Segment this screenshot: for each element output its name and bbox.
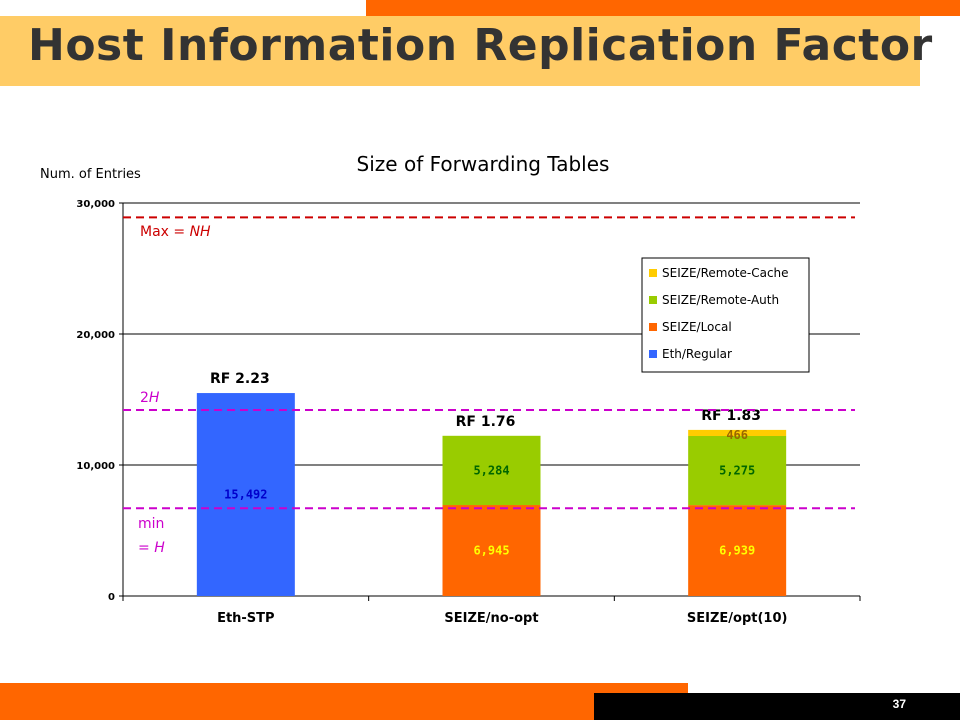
bar-segment [688,435,787,506]
legend-entry: Eth/Regular [662,347,732,361]
x-tick-label: Eth-STP [217,611,275,626]
page-number: 37 [892,697,906,711]
data-label: 5,284 [473,463,509,477]
bar-segment [688,505,787,596]
data-label: 466 [726,428,748,442]
legend-entry: SEIZE/Remote-Auth [662,293,779,307]
data-label: 15,492 [224,488,267,502]
rf-annotation: RF 1.83 [701,408,761,424]
legend-entry: SEIZE/Local [662,320,732,334]
slide-title: Host Information Replication Factor [28,20,933,71]
chart-title: Size of Forwarding Tables [357,152,610,176]
reference-label-2h: 2H [140,390,160,406]
y-tick-label: 0 [108,592,115,603]
legend-swatch [649,269,657,277]
reference-label-min: min [138,516,164,532]
y-tick-label: 20,000 [76,330,115,341]
reference-label-h: = H [138,540,165,556]
legend-entry: SEIZE/Remote-Cache [662,266,789,280]
data-label: 6,945 [473,544,509,558]
title-band [0,16,920,86]
legend-swatch [649,350,657,358]
rf-annotation: RF 1.76 [456,414,516,430]
x-tick-label: SEIZE/opt(10) [687,611,788,626]
rf-annotation: RF 2.23 [210,371,270,387]
legend-swatch [649,323,657,331]
x-tick-label: SEIZE/no-opt [444,611,538,626]
bar-segment [688,429,787,436]
legend-swatch [649,296,657,304]
y-tick-label: 30,000 [76,199,115,210]
y-axis-label: Num. of Entries [40,167,141,182]
data-label: 5,275 [719,464,755,478]
bar-segment [196,393,295,596]
top-accent-bar [366,0,960,16]
footer-accent-bar [0,683,688,720]
reference-label-max: Max = NH [140,224,211,240]
legend-box [641,257,810,373]
y-tick-label: 10,000 [76,461,115,472]
bar-segment [442,435,541,506]
data-label: 6,939 [719,544,755,558]
bar-segment [442,505,541,596]
footer-black-bar [594,693,960,720]
